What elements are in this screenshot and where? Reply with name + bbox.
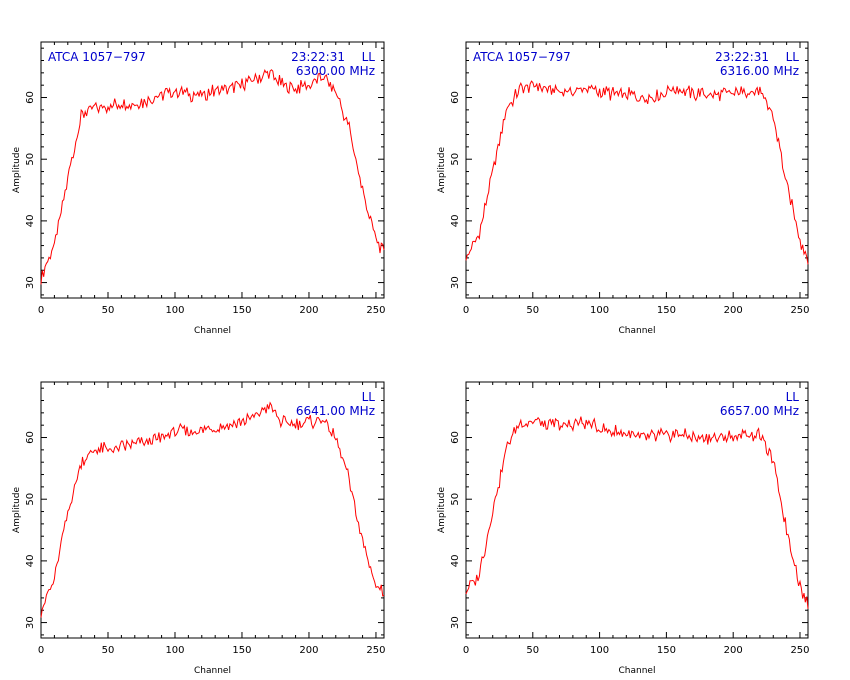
x-tick-label: 150 [657,645,676,656]
x-tick-label: 50 [526,305,539,316]
x-tick-label: 0 [463,645,469,656]
y-tick-label: 40 [25,215,36,228]
x-tick-label: 200 [299,645,318,656]
plot-frame [465,381,809,639]
x-tick-label: 50 [102,645,115,656]
frequency-label: 6316.00 MHz [720,64,799,78]
polarization-label: LL [786,390,800,404]
y-axis-label: Amplitude [12,486,22,533]
y-tick-label: 40 [25,555,36,568]
x-tick-label: 150 [657,305,676,316]
y-axis-label: Amplitude [437,146,447,193]
plot-frame [40,381,385,639]
polarization-label: LL [362,50,376,64]
x-tick-label: 250 [366,645,385,656]
plot-frame [465,41,809,299]
x-tick-label: 250 [790,305,809,316]
y-tick-label: 40 [450,215,461,228]
x-tick-label: 250 [790,645,809,656]
y-tick-label: 30 [450,616,461,629]
polarization-label: LL [362,390,376,404]
x-tick-label: 200 [724,305,743,316]
y-tick-label: 30 [25,276,36,289]
x-tick-label: 200 [724,645,743,656]
spectrum-panel-1: 0 50 100 150 200 250 30 40 50 60 Channel Amplitude A… [12,41,386,336]
x-tick-label: 250 [366,305,385,316]
x-tick-label: 200 [299,305,318,316]
time-label: 23:22:31 [291,50,345,64]
x-tick-label: 150 [232,305,251,316]
y-axis-label: Amplitude [437,486,447,533]
spectrum-panel-4: 0 50 100 150 200 250 30 40 50 60 Channel Amplitude L… [437,381,810,676]
x-tick-label: 50 [526,645,539,656]
spectrum-trace [465,80,809,265]
spectrum-panel-3: 0 50 100 150 200 250 30 40 50 60 Channel Amplitude L… [12,381,386,676]
x-axis-label: Channel [619,326,656,336]
y-tick-label: 30 [25,616,36,629]
polarization-label: LL [786,50,800,64]
y-tick-label: 50 [450,493,461,506]
x-tick-label: 100 [165,305,184,316]
plot-frame [40,41,385,299]
time-label: 23:22:31 [715,50,769,64]
frequency-label: 6657.00 MHz [720,404,799,418]
y-tick-label: 60 [450,431,461,444]
y-tick-label: 50 [450,153,461,166]
y-tick-label: 50 [25,493,36,506]
y-tick-label: 60 [25,91,36,104]
x-tick-label: 100 [590,645,609,656]
y-axis-label: Amplitude [12,146,22,193]
frequency-label: 6641.00 MHz [296,404,375,418]
x-tick-label: 0 [38,305,44,316]
x-axis-label: Channel [194,326,231,336]
spectrum-trace [465,416,809,609]
x-axis-label: Channel [194,666,231,676]
spectrum-trace [40,68,385,285]
source-name-label: ATCA 1057−797 [48,50,146,64]
y-tick-label: 40 [450,555,461,568]
spectrum-panel-2: 0 50 100 150 200 250 30 40 50 60 Channel Amplitude A… [437,41,810,336]
x-tick-label: 0 [38,645,44,656]
spectrum-trace [40,401,385,618]
source-name-label: ATCA 1057−797 [473,50,571,64]
x-tick-label: 100 [590,305,609,316]
y-tick-label: 60 [450,91,461,104]
y-tick-label: 60 [25,431,36,444]
y-tick-label: 50 [25,153,36,166]
x-axis-label: Channel [619,666,656,676]
x-tick-label: 0 [463,305,469,316]
frequency-label: 6300.00 MHz [296,64,375,78]
y-tick-label: 30 [450,276,461,289]
x-tick-label: 100 [165,645,184,656]
x-tick-label: 50 [102,305,115,316]
x-tick-label: 150 [232,645,251,656]
